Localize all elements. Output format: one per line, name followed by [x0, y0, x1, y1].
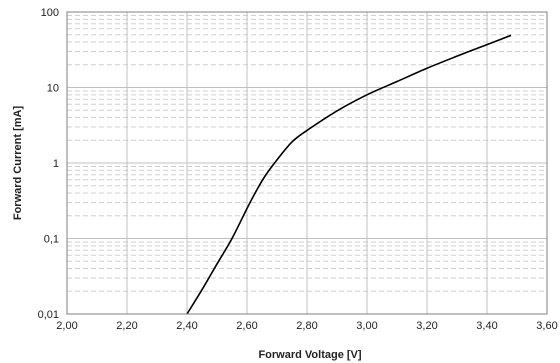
x-tick-label: 3,20 [416, 320, 437, 332]
y-tick-label: 1 [53, 158, 59, 170]
x-tick-label: 3,60 [536, 320, 557, 332]
x-axis-title: Forward Voltage [V] [258, 349, 361, 361]
x-tick-label: 3,40 [476, 320, 497, 332]
y-tick-label: 10 [47, 83, 59, 95]
x-tick-label: 2,40 [176, 320, 197, 332]
x-tick-label: 2,00 [56, 320, 77, 332]
y-tick-label: 0,01 [38, 309, 59, 321]
axes [66, 11, 548, 315]
y-tick-label: 0,1 [44, 234, 59, 246]
y-tick-label: 100 [41, 7, 59, 19]
x-tick-label: 2,20 [116, 320, 137, 332]
series-layer [186, 34, 512, 315]
x-tick-label: 2,80 [296, 320, 317, 332]
plot-frame [66, 11, 548, 315]
x-tick-labels: 2,00 2,20 2,40 2,60 2,80 3,00 3,20 3,40 3,60 [56, 320, 557, 332]
y-tick-labels: 0,01 0,1 1 10 100 [38, 7, 59, 321]
series-line [186, 34, 512, 315]
y-axis-title: Forward Current [mA] [12, 106, 24, 221]
x-tick-label: 3,00 [356, 320, 377, 332]
x-tick-label: 2,60 [236, 320, 257, 332]
